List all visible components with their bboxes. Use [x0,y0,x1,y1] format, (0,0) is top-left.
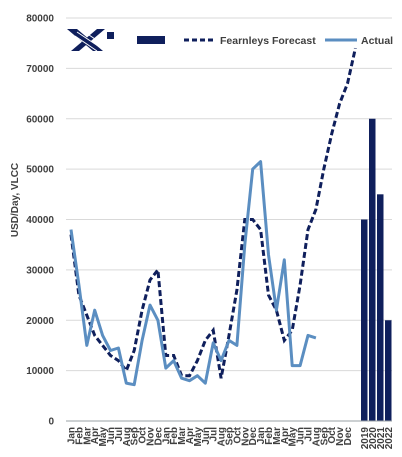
x-axis-ticks: JanFebMarAprMayJunJulAugSepOctNovDecJanF… [67,426,395,449]
x-tick-label: Feb [74,427,85,445]
y-tick-label: 80000 [26,14,54,25]
x-tick-label: Jul [209,427,220,442]
x-tick-label: Oct [232,426,243,443]
x-tick-label: 2020 [368,427,379,450]
x-tick-label: Mar [82,427,93,445]
actual-series-line [69,160,317,387]
x-tick-label: 2022 [384,427,395,450]
y-tick-label: 10000 [26,366,54,377]
x-tick-label: Mar [177,427,188,445]
x-tick-label: Sep [225,427,236,445]
bar-2022 [385,320,392,421]
y-tick-label: 40000 [26,215,54,226]
x-tick-label: Nov [240,427,251,446]
legend-forecast-label: Fearnleys Forecast [220,35,316,47]
x-tick-label: Jul [304,427,315,442]
x-tick-label: Apr [90,427,101,444]
y-tick-label: 50000 [26,165,54,176]
x-tick-label: Oct [138,426,149,443]
x-tick-label: Jan [256,427,267,444]
bar-2019 [361,219,368,421]
x-tick-label: Dec [343,427,354,446]
legend-bar-swatch [137,36,165,44]
x-tick-label: Feb [169,427,180,445]
bar-2020 [369,118,376,421]
x-tick-label: Sep [319,427,330,445]
x-tick-label: Jun [201,427,212,445]
bar-2021 [377,194,384,421]
y-axis-ticks: 0 10000 20000 30000 40000 50000 60000 70000 8000… [26,14,54,428]
legend-actual-label: Actual [361,35,393,47]
x-tick-label: Jan [67,427,78,444]
x-tick-label: May [98,427,109,447]
x-tick-label: Apr [185,427,196,444]
y-tick-label: 60000 [26,114,54,125]
x-tick-label: 2019 [360,427,371,450]
fearnleys-logo-icon [67,28,114,52]
y-tick-label: 70000 [26,64,54,75]
x-tick-label: Aug [122,427,133,446]
legend: Fearnleys Forecast Actual [137,35,393,47]
annual-bars [361,118,392,421]
x-tick-label: 2021 [376,427,387,450]
x-tick-label: Jun [296,427,307,445]
y-tick-label: 30000 [26,265,54,276]
y-axis-label: USD/Day, VLCC [10,163,21,237]
y-tick-label: 20000 [26,316,54,327]
x-tick-label: Apr [280,427,291,444]
forecast-series-line [69,47,357,379]
x-tick-label: Nov [335,427,346,446]
x-tick-label: May [288,427,299,447]
x-tick-label: Feb [264,427,275,445]
x-tick-label: Jul [114,427,125,442]
x-tick-label: Sep [130,427,141,445]
x-tick-label: Dec [153,427,164,446]
x-tick-label: Jan [161,427,172,444]
x-tick-label: Aug [217,427,228,446]
gridlines [66,17,392,372]
y-tick-label: 0 [48,417,54,428]
x-tick-label: Jun [106,427,117,445]
x-tick-label: Mar [272,427,283,445]
x-tick-label: Dec [248,427,259,446]
x-tick-label: Aug [311,427,322,446]
x-tick-label: May [193,427,204,447]
x-tick-label: Oct [327,426,338,443]
x-tick-label: Nov [146,427,157,446]
